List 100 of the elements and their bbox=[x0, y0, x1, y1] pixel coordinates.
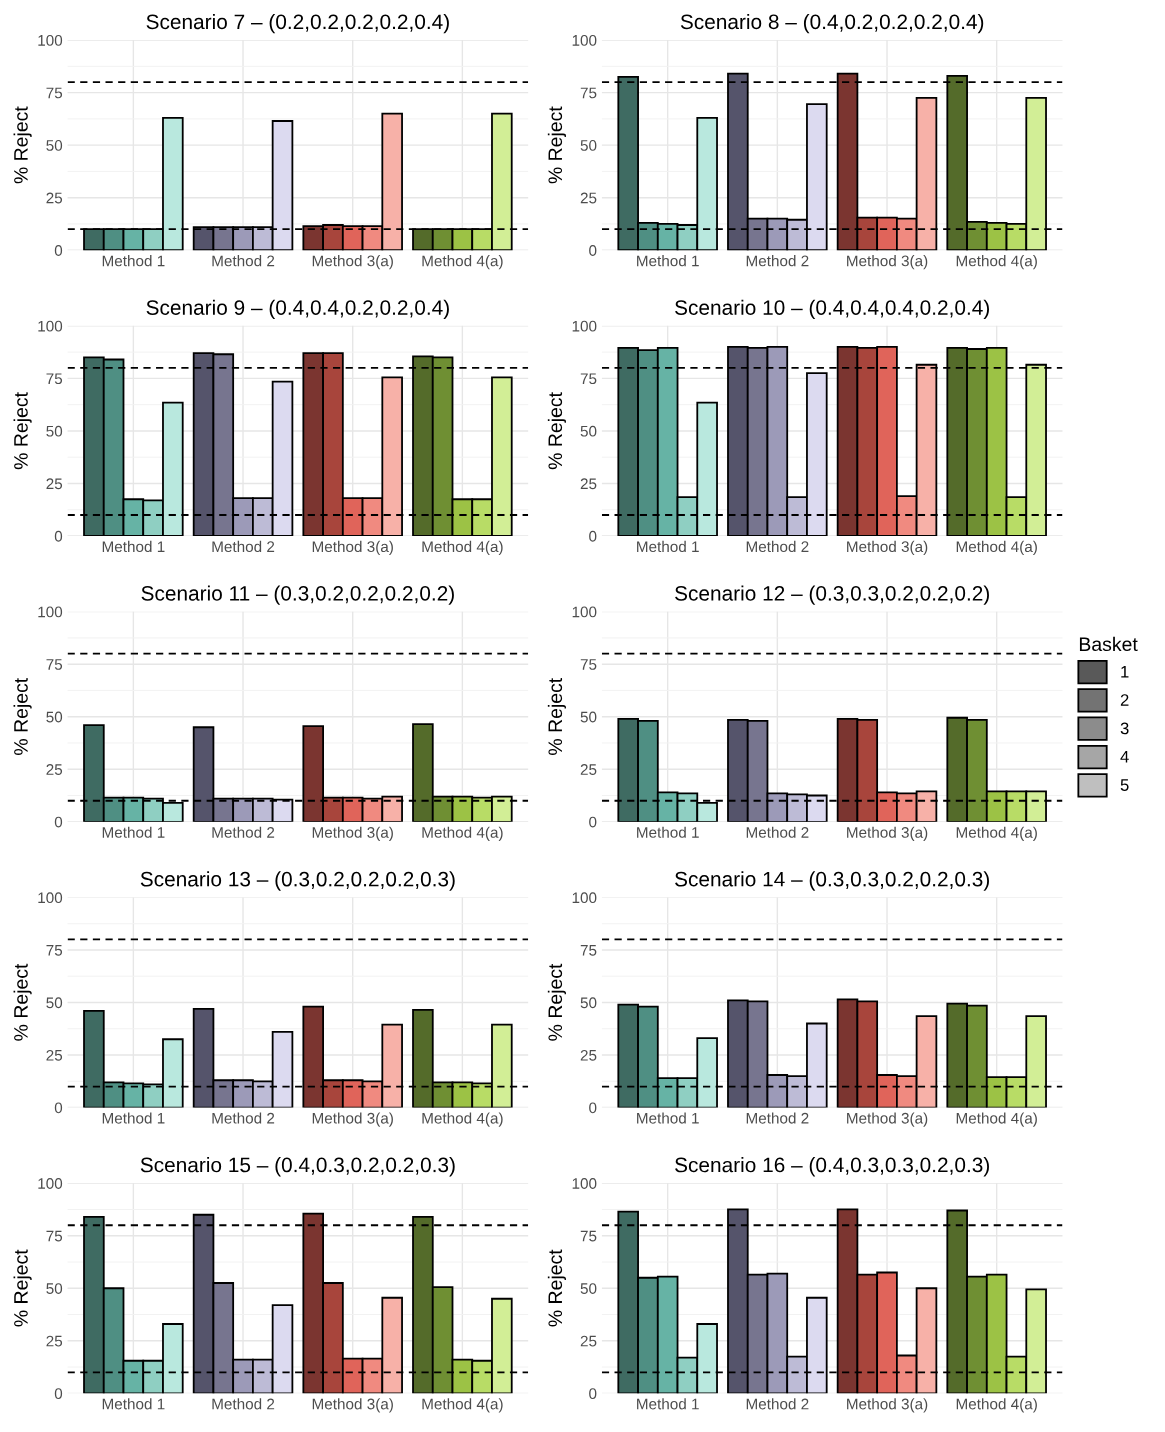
y-tick-label: 0 bbox=[54, 1388, 63, 1400]
y-tick-label: 50 bbox=[46, 997, 63, 1009]
x-tick-label: Method 2 bbox=[212, 540, 275, 553]
y-tick-label: 50 bbox=[46, 140, 63, 151]
y-axis-title: % Reject bbox=[13, 963, 32, 1041]
y-tick-label: 25 bbox=[46, 478, 63, 490]
x-tick-label: Method 3(a) bbox=[847, 1112, 928, 1127]
y-tick-label: 0 bbox=[54, 1102, 63, 1114]
y-tick-label: 75 bbox=[580, 659, 597, 670]
x-tick-label: Method 1 bbox=[637, 1112, 699, 1124]
text: 2 bbox=[1120, 694, 1129, 706]
x-tick-label: Method 1 bbox=[637, 1398, 699, 1410]
y-tick-label: 100 bbox=[572, 1178, 597, 1189]
y-tick-label: 0 bbox=[589, 1388, 597, 1400]
y-tick-label: 75 bbox=[580, 944, 597, 956]
x-tick-label: Method 3(a) bbox=[312, 540, 393, 556]
chart-title: Scenario 7 – (0.2,0.2,0.2,0.2,0.4) bbox=[146, 13, 449, 34]
y-tick-label: 25 bbox=[46, 1335, 63, 1347]
x-tick-label: Method 3(a) bbox=[312, 1398, 393, 1413]
y-axis-title: % Reject bbox=[547, 677, 566, 755]
x-tick-label: Method 4(a) bbox=[422, 1398, 503, 1413]
y-tick-label: 100 bbox=[38, 320, 63, 332]
y-tick-label: 100 bbox=[572, 892, 597, 904]
x-tick-label: Method 1 bbox=[102, 1112, 165, 1124]
y-tick-label: 50 bbox=[580, 425, 597, 437]
y-tick-label: 50 bbox=[46, 425, 63, 437]
x-tick-label: Method 2 bbox=[746, 540, 809, 553]
chart-title: Scenario 9 – (0.4,0.4,0.2,0.2,0.4) bbox=[146, 299, 449, 320]
chart-title: Scenario 14 – (0.3,0.3,0.2,0.2,0.3) bbox=[675, 871, 989, 891]
x-tick-label: Method 4(a) bbox=[422, 255, 503, 270]
chart-title: Scenario 15 – (0.4,0.3,0.2,0.2,0.3) bbox=[140, 1157, 455, 1177]
x-tick-label: Method 4(a) bbox=[422, 540, 503, 556]
x-tick-label: Method 1 bbox=[637, 540, 699, 553]
y-tick-label: 100 bbox=[572, 34, 597, 46]
y-tick-label: 0 bbox=[54, 816, 63, 828]
x-tick-label: Method 2 bbox=[746, 255, 809, 267]
y-tick-label: 0 bbox=[54, 530, 63, 542]
y-tick-label: 25 bbox=[580, 764, 597, 775]
x-tick-label: Method 4(a) bbox=[956, 826, 1037, 841]
text: 4 bbox=[1120, 750, 1129, 763]
y-tick-label: 50 bbox=[580, 1283, 597, 1294]
x-tick-label: Method 2 bbox=[746, 1398, 809, 1410]
x-tick-label: Method 4(a) bbox=[422, 1112, 503, 1127]
y-tick-label: 0 bbox=[589, 530, 597, 542]
y-axis-title: % Reject bbox=[547, 963, 566, 1041]
y-tick-label: 25 bbox=[580, 478, 597, 490]
y-tick-label: 100 bbox=[38, 1178, 63, 1189]
x-tick-label: Method 1 bbox=[102, 255, 165, 267]
y-tick-label: 0 bbox=[589, 816, 597, 828]
y-tick-label: 75 bbox=[46, 373, 63, 385]
y-tick-label: 0 bbox=[589, 245, 597, 256]
y-tick-label: 75 bbox=[46, 944, 63, 956]
y-tick-label: 100 bbox=[572, 320, 597, 332]
y-tick-label: 100 bbox=[38, 892, 63, 904]
x-tick-label: Method 4(a) bbox=[956, 540, 1037, 556]
y-axis-title: % Reject bbox=[13, 1249, 32, 1327]
y-tick-label: 0 bbox=[54, 245, 63, 256]
x-tick-label: Method 4(a) bbox=[956, 255, 1037, 270]
y-tick-label: 25 bbox=[46, 192, 63, 204]
y-tick-label: 75 bbox=[46, 87, 63, 99]
x-tick-label: Method 1 bbox=[102, 1398, 165, 1410]
text: 1 bbox=[1121, 665, 1129, 678]
x-tick-label: Method 4(a) bbox=[422, 826, 503, 841]
x-tick-label: Method 3(a) bbox=[312, 255, 393, 270]
y-tick-label: 100 bbox=[572, 606, 597, 618]
chart-title: Scenario 16 – (0.4,0.3,0.3,0.2,0.3) bbox=[675, 1157, 989, 1177]
y-axis-title: % Reject bbox=[13, 392, 32, 470]
y-tick-label: 50 bbox=[46, 711, 63, 723]
x-tick-label: Method 2 bbox=[212, 255, 275, 267]
x-tick-label: Method 3(a) bbox=[847, 1398, 928, 1413]
y-tick-label: 0 bbox=[589, 1102, 597, 1114]
text: 5 bbox=[1120, 779, 1129, 791]
chart-title: Scenario 11 – (0.3,0.2,0.2,0.2,0.2) bbox=[141, 585, 454, 605]
x-tick-label: Method 3(a) bbox=[312, 826, 393, 841]
y-tick-label: 50 bbox=[580, 140, 597, 151]
x-tick-label: Method 1 bbox=[102, 540, 165, 553]
y-tick-label: 25 bbox=[580, 1335, 597, 1347]
x-tick-label: Method 2 bbox=[746, 1112, 809, 1124]
x-tick-label: Method 2 bbox=[212, 1398, 275, 1410]
chart-title: Scenario 12 – (0.3,0.3,0.2,0.2,0.2) bbox=[675, 585, 989, 605]
y-tick-label: 25 bbox=[46, 1049, 63, 1061]
chart-title: Scenario 10 – (0.4,0.4,0.4,0.2,0.4) bbox=[675, 299, 989, 320]
y-tick-label: 75 bbox=[46, 1230, 63, 1242]
x-tick-label: Method 3(a) bbox=[312, 1112, 393, 1127]
x-tick-label: Method 2 bbox=[212, 1112, 275, 1124]
text: 3 bbox=[1120, 722, 1129, 735]
y-tick-label: 75 bbox=[46, 659, 63, 670]
y-tick-label: 100 bbox=[38, 34, 63, 46]
x-tick-label: Method 1 bbox=[637, 826, 699, 838]
x-tick-label: Method 3(a) bbox=[847, 255, 928, 270]
y-tick-label: 25 bbox=[580, 1049, 597, 1061]
x-tick-label: Method 3(a) bbox=[847, 540, 928, 556]
x-tick-label: Method 2 bbox=[212, 826, 275, 838]
y-axis-title: % Reject bbox=[547, 392, 566, 470]
y-axis-title: % Reject bbox=[13, 106, 32, 184]
legend-title: Basket bbox=[1079, 636, 1138, 652]
y-tick-label: 75 bbox=[580, 373, 597, 385]
chart-title: Scenario 13 – (0.3,0.2,0.2,0.2,0.3) bbox=[140, 871, 455, 891]
y-tick-label: 75 bbox=[580, 1230, 597, 1242]
y-tick-label: 100 bbox=[38, 606, 63, 618]
